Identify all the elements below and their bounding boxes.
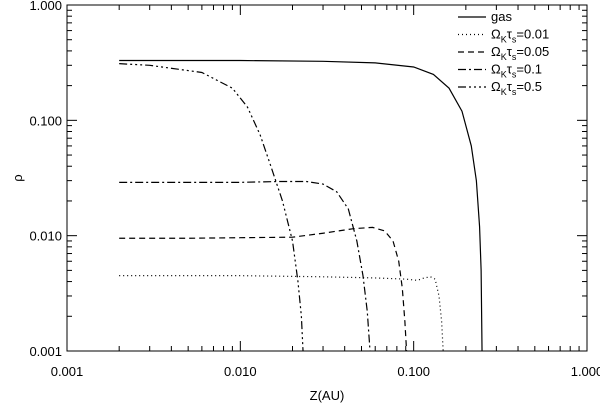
legend-label-3: ΩKτs=0.05 (491, 44, 549, 62)
series-line-1 (119, 59, 483, 352)
y-tick-label: 1.000 (29, 0, 62, 13)
x-tick-label: 0.001 (51, 364, 84, 379)
ticks: 0.001 0.010 0.100 1.000 0.001 0.010 0.100 1.000 (29, 0, 600, 379)
legend-label-5: ΩKτs=0.5 (491, 79, 542, 97)
series-group (119, 59, 483, 352)
y-tick-label: 0.001 (29, 344, 62, 359)
x-axis-label: Z(AU) (310, 388, 345, 403)
x-tick-label: 0.100 (397, 364, 430, 379)
series-line-2 (119, 275, 444, 352)
x-tick-label: 0.010 (224, 364, 257, 379)
plot-frame (66, 4, 588, 352)
y-tick-label: 0.010 (29, 229, 62, 244)
legend-label-2: ΩKτs=0.01 (491, 27, 549, 45)
series-line-3 (119, 226, 408, 352)
x-tick-label: 1.000 (571, 364, 600, 379)
legend-label-1: gas (491, 9, 512, 24)
y-tick-label: 0.100 (29, 113, 62, 128)
series-line-5 (119, 63, 304, 352)
legend-label-4: ΩKτs=0.1 (491, 62, 542, 80)
y-axis-label: ρ (10, 174, 25, 181)
series-line-4 (119, 180, 371, 352)
